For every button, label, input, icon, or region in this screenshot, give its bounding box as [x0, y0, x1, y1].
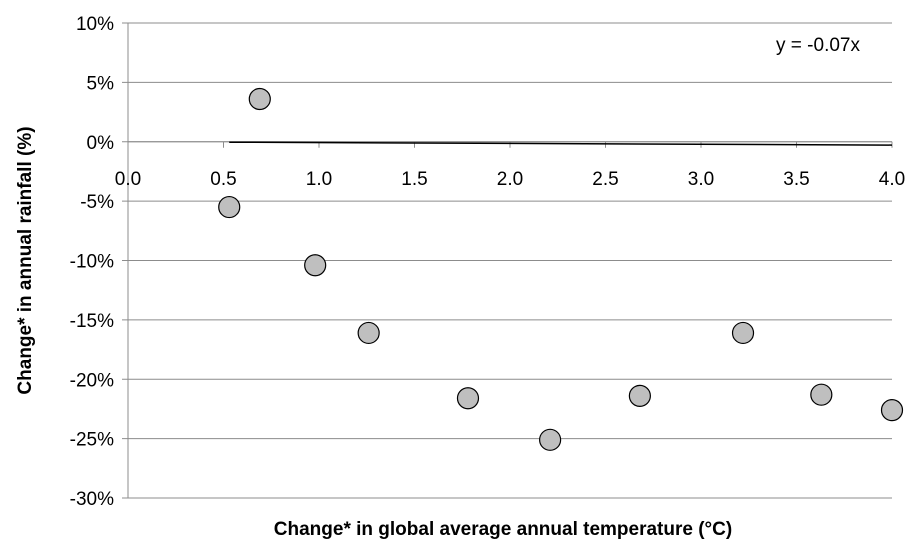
x-axis-title: Change* in global average annual tempera… [274, 519, 732, 540]
gridlines [122, 22, 893, 499]
x-tick-label: 0.0 [115, 169, 141, 190]
y-axis-title: Change* in annual rainfall (%) [15, 126, 36, 394]
data-points [218, 87, 904, 451]
x-tick-label: 2.0 [497, 169, 523, 190]
y-tick-label: -5% [80, 192, 114, 213]
data-point [628, 384, 651, 407]
trendline-equation: y = -0.07x [776, 35, 860, 56]
y-tick-label: 5% [87, 73, 115, 94]
y-tick-label: 10% [76, 14, 114, 35]
y-tick-label: 0% [87, 133, 115, 154]
x-tick-label: 4.0 [879, 169, 905, 190]
x-tick-label: 1.0 [306, 169, 332, 190]
data-point [810, 383, 833, 406]
y-tick-labels: 10% 5% 0% -5% -10% -15% -20% -25% -30% [70, 14, 114, 510]
y-tick-label: -25% [70, 430, 114, 451]
y-tick-label: -15% [70, 311, 114, 332]
y-tick-label: -30% [70, 489, 114, 510]
x-tick-label: 3.0 [688, 169, 714, 190]
data-point [357, 321, 380, 345]
x-tick-label: 1.5 [401, 169, 427, 190]
x-tick-label: 0.5 [210, 169, 236, 190]
data-point [304, 254, 327, 277]
y-tick-label: -10% [70, 252, 114, 273]
x-tick-label: 2.5 [592, 169, 618, 190]
data-point [880, 399, 904, 422]
y-tick-label: -20% [70, 370, 114, 391]
x-tick-labels: 0.0 0.5 1.0 1.5 2.0 2.5 3.0 3.5 4.0 [115, 169, 905, 190]
data-point [248, 87, 271, 111]
data-point [731, 321, 755, 345]
x-tick-label: 3.5 [783, 169, 809, 190]
data-point [456, 387, 480, 410]
data-point [218, 195, 241, 219]
trendline [229, 141, 893, 146]
data-point [539, 428, 562, 451]
